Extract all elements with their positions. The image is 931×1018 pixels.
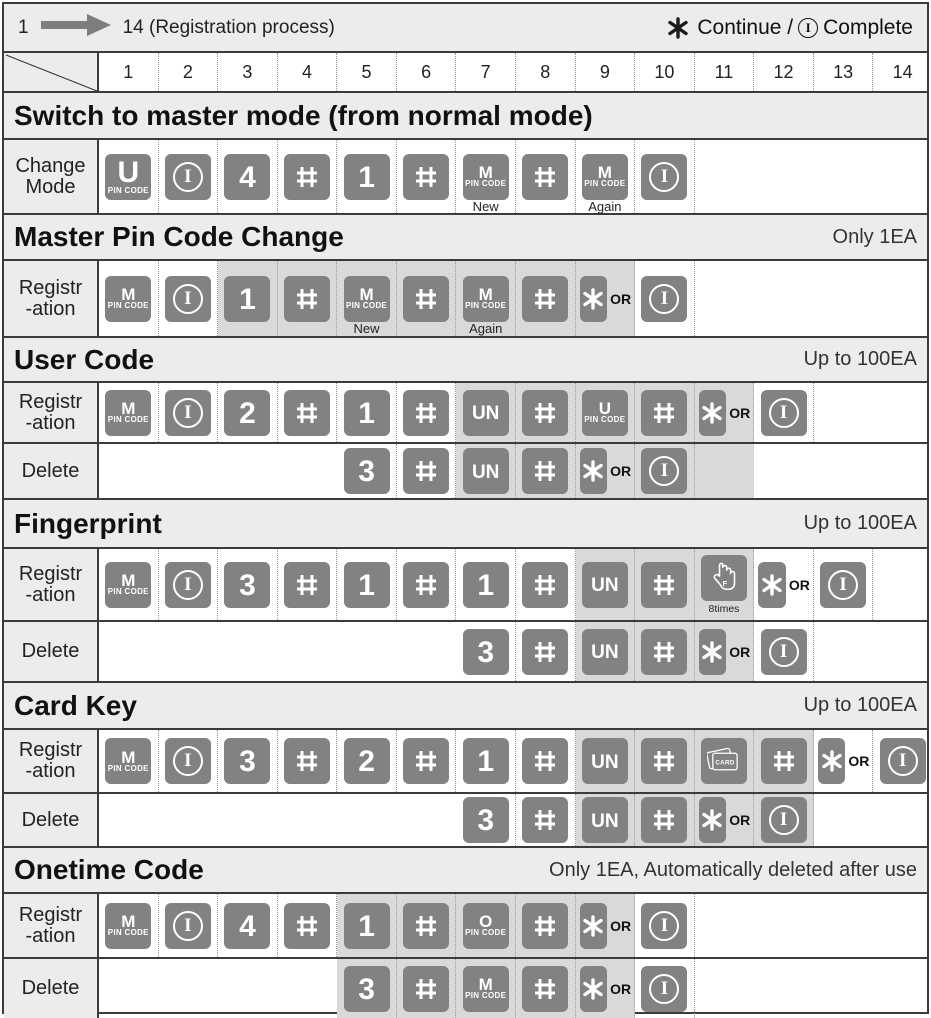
svg-text:CARD: CARD — [715, 759, 734, 766]
svg-text:F: F — [722, 578, 727, 587]
